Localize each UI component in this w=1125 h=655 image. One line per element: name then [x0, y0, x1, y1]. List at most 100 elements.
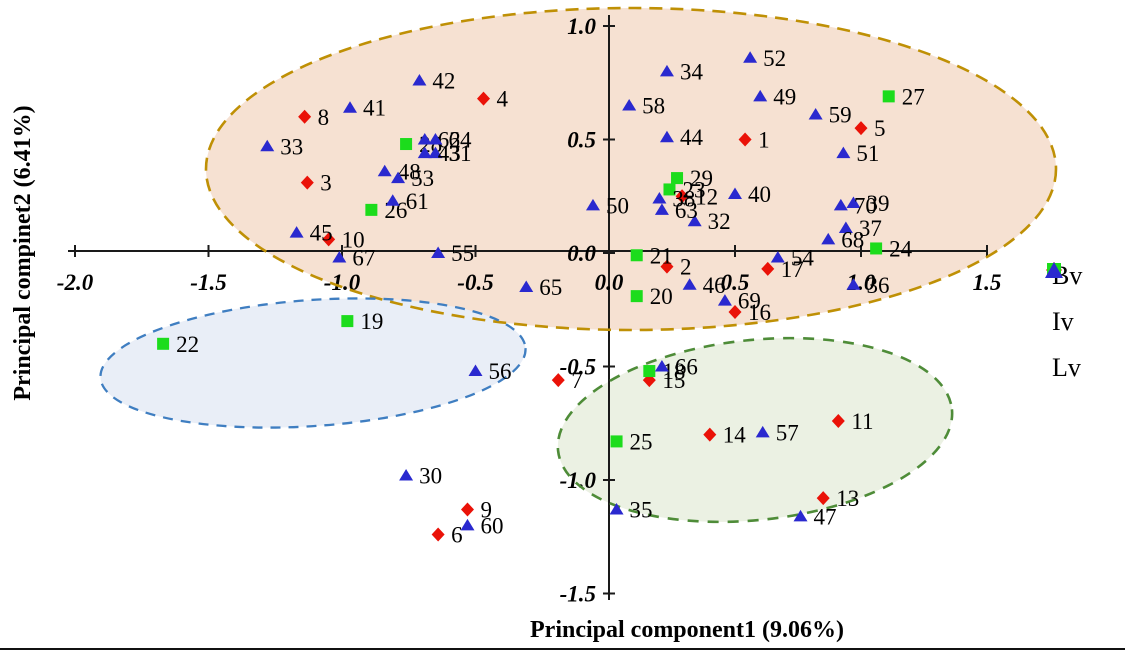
triangle-marker-35 [609, 503, 624, 515]
data-point-54: 54 [770, 246, 814, 271]
point-label-2: 2 [680, 255, 692, 280]
point-label-63: 63 [675, 198, 698, 223]
data-point-38: 38 [652, 187, 695, 212]
square-marker-18 [643, 365, 656, 378]
x-tick-label: -1.5 [190, 270, 226, 295]
diamond-marker-17 [761, 261, 775, 276]
square-marker-23 [663, 183, 676, 196]
data-point-41: 41 [343, 96, 386, 121]
diamond-marker-16 [728, 305, 742, 320]
x-tick-label: 1.5 [973, 270, 1002, 295]
point-label-56: 56 [489, 359, 512, 384]
point-label-34: 34 [680, 59, 704, 84]
triangle-marker-62 [417, 133, 432, 145]
point-label-20: 20 [650, 284, 673, 309]
data-point-31: 31 [428, 141, 471, 166]
square-marker-27 [882, 90, 895, 103]
point-label-44: 44 [680, 125, 704, 150]
data-point-69: 69 [717, 289, 761, 314]
cluster-ellipse-fill-top-cluster [206, 8, 1056, 330]
data-point-52: 52 [743, 46, 786, 71]
data-point-3: 3 [300, 171, 332, 196]
y-tick-label: -0.5 [560, 355, 596, 380]
data-point-68: 68 [821, 227, 864, 252]
point-label-48: 48 [398, 159, 421, 184]
point-label-1: 1 [758, 128, 770, 153]
point-label-39: 39 [866, 191, 889, 216]
point-label-7: 7 [571, 368, 583, 393]
square-marker-28 [400, 138, 413, 151]
point-label-27: 27 [902, 84, 925, 109]
point-label-23: 23 [682, 177, 705, 202]
triangle-marker-47 [793, 509, 808, 522]
data-point-10: 10 [322, 227, 365, 252]
data-point-57: 57 [755, 420, 799, 445]
triangle-marker-36 [846, 278, 861, 290]
triangle-marker-40 [728, 187, 742, 199]
y-tick-label: -1.5 [560, 582, 596, 607]
data-point-51: 51 [836, 141, 879, 166]
point-label-41: 41 [363, 96, 386, 121]
triangle-marker-70 [833, 198, 848, 211]
point-label-57: 57 [776, 420, 799, 445]
point-label-31: 31 [448, 141, 471, 166]
data-point-29: 29 [671, 166, 713, 191]
diamond-marker-11 [831, 413, 845, 428]
data-point-66: 66 [654, 355, 698, 380]
diamond-marker-14 [703, 427, 717, 442]
data-point-13: 13 [816, 486, 859, 511]
legend-label-lv: Lv [1052, 353, 1081, 382]
point-label-59: 59 [829, 103, 852, 128]
point-label-50: 50 [606, 193, 629, 218]
point-label-17: 17 [781, 257, 804, 282]
triangle-marker-30 [399, 468, 414, 481]
y-tick-label: 1.0 [567, 14, 596, 39]
triangle-marker-37 [838, 221, 853, 234]
point-label-67: 67 [352, 246, 375, 271]
point-label-32: 32 [708, 209, 731, 234]
point-label-25: 25 [630, 429, 653, 454]
point-label-14: 14 [723, 423, 747, 448]
triangle-marker-59 [808, 108, 823, 120]
triangle-marker-34 [659, 64, 674, 77]
data-point-55: 55 [431, 241, 474, 266]
data-point-39: 39 [846, 191, 889, 216]
data-point-56: 56 [468, 359, 512, 384]
legend-row-iv: Iv [1044, 263, 1082, 338]
triangle-marker-41 [343, 101, 358, 113]
data-point-47: 47 [793, 504, 837, 529]
x-tick-label: 0.0 [595, 270, 624, 295]
legend-row-lv: Lv [1044, 262, 1082, 384]
bottom-border-line [0, 648, 1125, 650]
triangle-marker-48 [377, 164, 392, 177]
data-point-49: 49 [753, 84, 796, 109]
triangle-marker-67 [332, 251, 347, 263]
data-point-58: 58 [622, 93, 665, 118]
data-point-18: 18 [643, 359, 685, 384]
triangle-marker-54 [770, 251, 785, 263]
triangle-marker-64 [428, 133, 443, 145]
data-point-23: 23 [663, 177, 705, 202]
data-point-64: 64 [428, 128, 472, 153]
data-point-12: 12 [675, 184, 718, 209]
data-point-53: 53 [391, 166, 434, 191]
triangle-marker-50 [585, 198, 600, 211]
point-label-52: 52 [763, 46, 786, 71]
point-label-66: 66 [675, 355, 698, 380]
square-marker-22 [157, 337, 170, 350]
data-point-60: 60 [460, 513, 503, 538]
triangle-marker-43 [417, 146, 432, 159]
point-label-3: 3 [320, 171, 332, 196]
triangle-marker-46 [682, 278, 697, 290]
point-label-24: 24 [889, 236, 913, 261]
point-label-33: 33 [280, 134, 303, 159]
point-label-45: 45 [310, 221, 333, 246]
triangle-marker-61 [385, 194, 400, 206]
point-label-42: 42 [432, 68, 455, 93]
point-label-15: 15 [662, 368, 685, 393]
triangle-marker-51 [836, 146, 851, 159]
legend: Bv Iv Lv [1044, 260, 1082, 398]
diamond-marker-12 [675, 189, 689, 204]
point-label-69: 69 [738, 289, 761, 314]
